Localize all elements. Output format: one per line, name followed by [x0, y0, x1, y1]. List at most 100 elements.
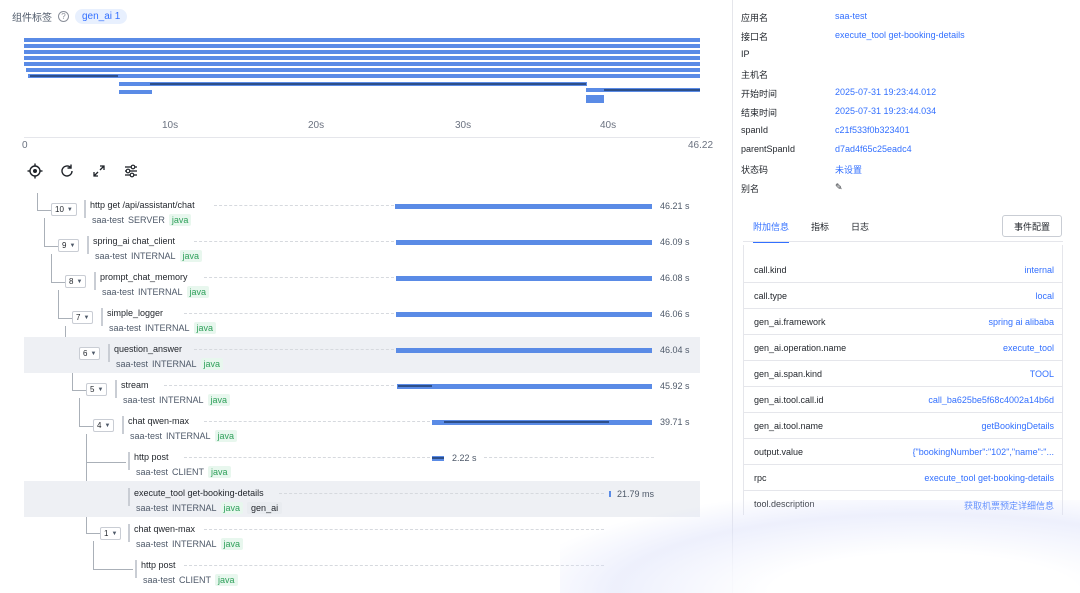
span-meta: saa-test INTERNAL java [109, 322, 217, 334]
span-child-bar [398, 385, 432, 387]
event-config-button[interactable]: 事件配置 [1002, 215, 1062, 237]
overview-bar [119, 90, 152, 94]
component-tags-label: 组件标签 [12, 13, 52, 24]
span-row[interactable]: http post saa-test CLIENT java 2.22 s [24, 445, 700, 481]
chevron-down-icon: ▼ [66, 206, 73, 213]
collapse-toggle[interactable]: 9 ▼ [58, 239, 80, 252]
span-duration-bar[interactable] [396, 240, 652, 245]
sliders-icon[interactable] [122, 162, 140, 180]
span-guide [194, 349, 394, 350]
table-row: gen_ai.tool.call.id call_ba625be5f68c4002… [744, 387, 1062, 413]
panel-divider[interactable] [732, 0, 733, 593]
overview-bar [24, 50, 700, 54]
lang-badge: java [214, 430, 238, 442]
tree-connector [79, 398, 80, 427]
span-row[interactable]: http post saa-test CLIENT java [24, 553, 700, 589]
collapse-toggle[interactable]: 5 ▼ [86, 383, 108, 396]
trace-panel: 组件标签 ? gen_ai 1 0 10s 20s 30s 40s 46.22 [0, 9, 714, 589]
lang-badge: java [215, 574, 238, 586]
collapse-toggle[interactable]: 4 ▼ [93, 419, 115, 432]
span-indent-marker [128, 488, 130, 506]
overview-bar [24, 44, 700, 48]
tree-connector [37, 210, 51, 211]
collapse-toggle[interactable]: 8 ▼ [65, 275, 87, 288]
tabs-divider [743, 241, 1063, 242]
span-detail-panel: 应用名 saa-test 接口名 execute_tool get-booking-… [733, 0, 1080, 593]
span-row[interactable]: execute_tool get-booking-details saa-tes… [24, 481, 700, 517]
span-row[interactable]: 8 ▼ prompt_chat_memory saa-test INTERNAL ja… [24, 265, 700, 301]
span-duration-bar[interactable] [396, 348, 652, 353]
overview-bar-inner [604, 89, 700, 91]
span-row[interactable]: 1 ▼ chat qwen-max saa-test INTERNAL java [24, 517, 700, 553]
tree-connector [79, 426, 93, 427]
span-indent-marker [84, 200, 86, 218]
chevron-down-icon: ▼ [104, 422, 111, 429]
tab-extra-info[interactable]: 附加信息 [753, 220, 790, 243]
info-row: 应用名 saa-test [741, 11, 868, 23]
span-row[interactable]: 10 ▼ http get /api/assistant/chat saa-tes… [24, 193, 700, 229]
tab-metrics[interactable]: 指标 [811, 222, 830, 232]
collapse-toggle[interactable]: 7 ▼ [72, 311, 94, 324]
span-row[interactable]: 9 ▼ spring_ai chat_client saa-test INTERNA… [24, 229, 700, 265]
help-icon[interactable]: ? [58, 11, 69, 22]
tree-connector [44, 246, 58, 247]
span-duration: 45.92 s [660, 381, 690, 391]
lang-badge: java [179, 250, 203, 262]
span-guide [194, 241, 394, 242]
collapse-toggle[interactable]: 1 ▼ [100, 527, 122, 540]
component-tags: 组件标签 ? gen_ai 1 [12, 9, 128, 24]
detail-tabs: 附加信息 指标 日志 [753, 220, 869, 243]
span-guide [184, 565, 604, 566]
span-meta: saa-test CLIENT java [136, 466, 231, 478]
span-indent-marker [128, 452, 130, 470]
overview-bar [24, 38, 700, 42]
edit-alias-icon[interactable]: ✎ [835, 182, 843, 192]
expand-icon[interactable] [90, 162, 108, 180]
overview-bar [26, 68, 700, 72]
collapse-toggle[interactable]: 6 ▼ [79, 347, 101, 360]
chevron-down-icon: ▼ [90, 350, 97, 357]
tab-logs[interactable]: 日志 [851, 222, 870, 232]
trace-overview-minimap[interactable]: 0 10s 20s 30s 40s 46.22 [0, 30, 714, 160]
lang-badge: java [207, 394, 231, 406]
tree-connector [58, 318, 72, 319]
span-duration: 46.08 s [660, 273, 690, 283]
collapse-toggle[interactable]: 10 ▼ [51, 203, 77, 216]
span-meta: saa-test INTERNAL java [130, 430, 238, 442]
span-row[interactable]: 5 ▼ stream saa-test INTERNAL java 45.92 s [24, 373, 700, 409]
span-row[interactable]: 6 ▼ question_answer saa-test INTERNAL java … [24, 337, 700, 373]
axis-tick: 20s [308, 120, 325, 131]
span-duration-bar[interactable] [396, 312, 652, 317]
span-row[interactable]: 7 ▼ simple_logger saa-test INTERNAL java 46… [24, 301, 700, 337]
span-name: question_answer [114, 344, 183, 354]
gen-ai-tag-pill[interactable]: gen_ai 1 [75, 9, 128, 24]
span-meta: saa-test INTERNAL java gen_ai [136, 502, 283, 514]
span-name: spring_ai chat_client [93, 236, 176, 246]
span-duration-bar[interactable] [396, 276, 652, 281]
span-duration: 46.09 s [660, 237, 690, 247]
axis-tick: 46.22 [688, 140, 714, 151]
span-duration-bar[interactable] [397, 384, 652, 389]
span-meta: saa-test INTERNAL java [123, 394, 231, 406]
overview-axis [24, 137, 700, 138]
span-row[interactable]: 4 ▼ chat qwen-max saa-test INTERNAL java 39… [24, 409, 700, 445]
span-indent-marker [128, 524, 130, 542]
info-row: spanId c21f533f0b323401 [741, 125, 910, 135]
locate-icon[interactable] [26, 162, 44, 180]
table-row: tool.description 获取机票预定详细信息 [744, 491, 1062, 515]
span-duration: 2.22 s [452, 453, 477, 463]
trace-toolbar [26, 162, 140, 180]
span-meta: saa-test SERVER java [92, 214, 192, 226]
lang-badge: java [168, 214, 192, 226]
span-duration: 46.21 s [660, 201, 690, 211]
lang-badge: java [186, 286, 210, 298]
chevron-down-icon: ▼ [111, 530, 118, 537]
tree-connector [86, 462, 126, 463]
span-guide [279, 493, 604, 494]
tree-connector [51, 282, 65, 283]
refresh-icon[interactable] [58, 162, 76, 180]
overview-bar-inner [30, 75, 118, 77]
info-row: parentSpanId d7ad4f65c25eadc4 [741, 144, 912, 154]
span-duration-bar[interactable] [609, 491, 611, 497]
span-duration-bar[interactable] [395, 204, 652, 209]
